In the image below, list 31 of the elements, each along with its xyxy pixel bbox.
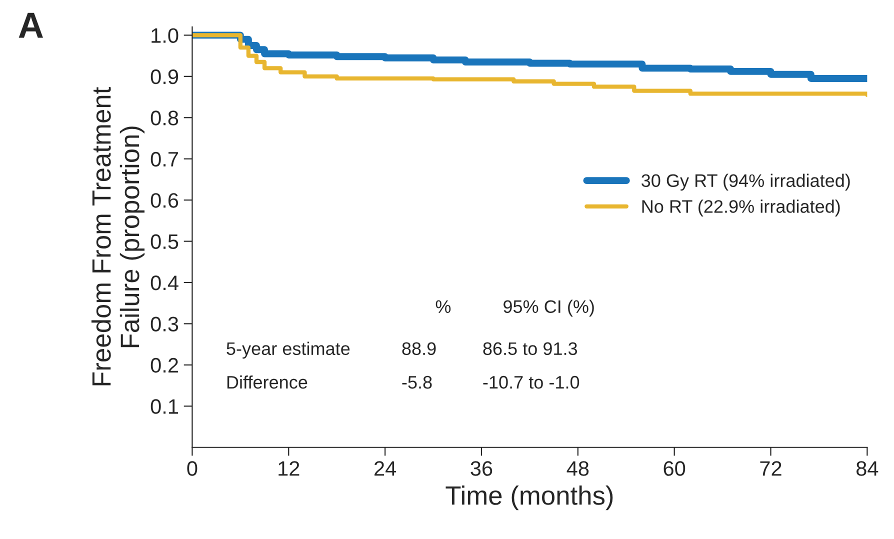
y-tick-label: 0.2 xyxy=(150,358,178,373)
y-tick-label: 0.5 xyxy=(150,234,178,250)
x-tick-label: 12 xyxy=(278,461,300,476)
x-tick-label: 24 xyxy=(374,461,396,476)
y-tick-label: 0.6 xyxy=(150,193,178,208)
annotation: 5-year estimate xyxy=(226,342,350,359)
x-tick-label: 84 xyxy=(856,461,878,476)
chart-title: A xyxy=(18,12,44,38)
legend-label: 30 Gy RT (94% irradiated) xyxy=(642,174,850,191)
annotation: 88.9 xyxy=(402,342,436,356)
y-axis-title: Freedom From Treatment Failure (proportion) xyxy=(91,87,144,386)
y-tick-label: 0.1 xyxy=(150,399,178,414)
x-tick-label: 60 xyxy=(664,461,686,476)
x-axis-title: Time (months) xyxy=(446,486,613,510)
x-tick-label: 48 xyxy=(566,461,589,476)
y-tick-label: 0.8 xyxy=(150,110,178,126)
y-tick-label: 0.3 xyxy=(150,316,178,332)
annotation: -10.7 to -1.0 xyxy=(483,376,580,389)
y-tick-label: 1.0 xyxy=(152,28,178,43)
annotation: 86.5 to 91.3 xyxy=(483,342,578,356)
annotation: Difference xyxy=(227,375,308,389)
legend-label: No RT (22.9% irradiated) xyxy=(642,200,840,216)
x-tick-label: 72 xyxy=(760,461,782,476)
x-tick-label: 36 xyxy=(470,461,492,476)
y-tick-label: 0.4 xyxy=(150,276,178,290)
x-tick-label: 0 xyxy=(187,461,198,476)
annotation: -5.8 xyxy=(402,376,432,389)
annotation: % xyxy=(436,300,451,313)
y-tick-label: 0.9 xyxy=(150,69,178,84)
y-tick-label: 0.7 xyxy=(150,152,178,167)
annotation: 95% CI (%) xyxy=(504,300,594,317)
